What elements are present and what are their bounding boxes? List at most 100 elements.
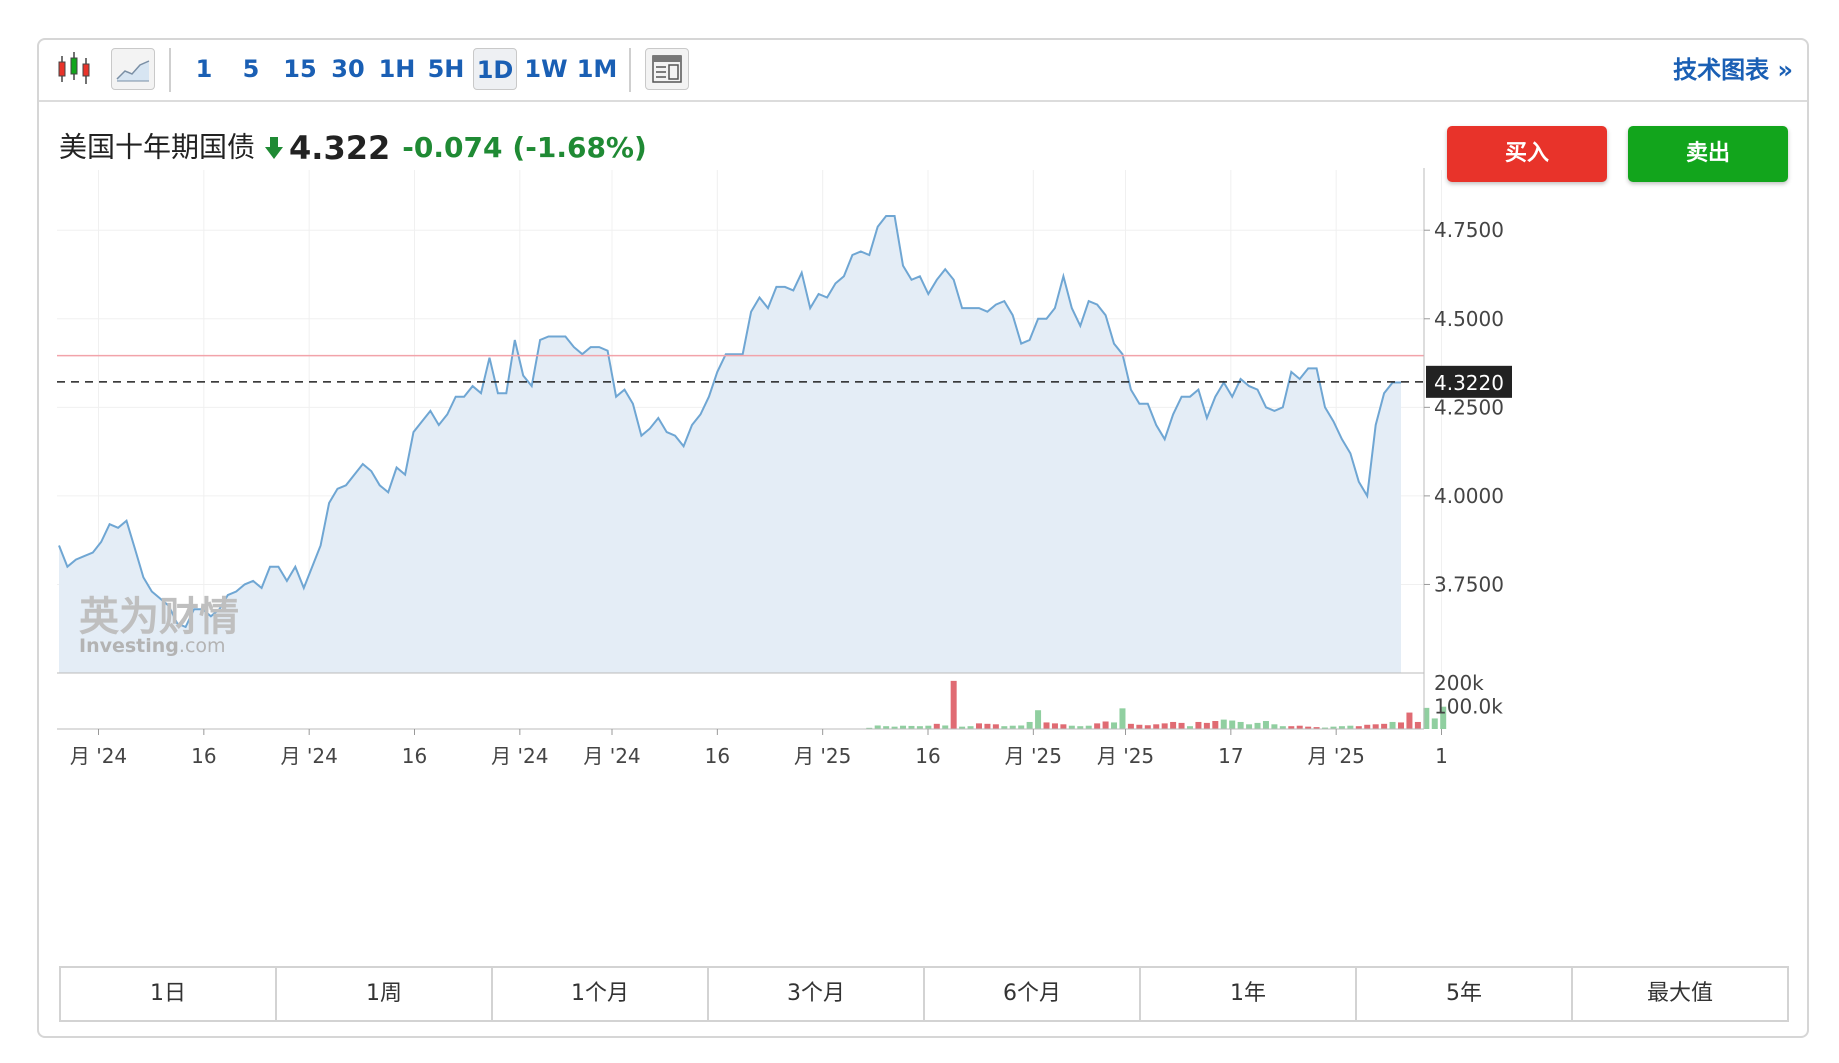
x-axis-labels: 月 '24 16 月 '24 16 月 '24 月 '24 16 月 '25 16 月 '25 月 … bbox=[70, 729, 1448, 768]
volume-bar bbox=[1035, 710, 1042, 729]
volume-bar bbox=[1237, 721, 1244, 729]
sell-button[interactable]: 卖出 bbox=[1628, 126, 1788, 182]
buy-button[interactable]: 买入 bbox=[1447, 126, 1607, 182]
volume-bar bbox=[1102, 721, 1109, 729]
volume-bar bbox=[1254, 722, 1261, 729]
x-tick-label: 16 bbox=[915, 744, 940, 768]
volume-bar bbox=[1178, 722, 1185, 729]
volume-bar bbox=[916, 726, 923, 729]
volume-bar bbox=[1440, 706, 1447, 729]
area-chart-icon[interactable] bbox=[111, 48, 155, 90]
volume-bar bbox=[1288, 726, 1295, 729]
volume-bar bbox=[1001, 726, 1008, 729]
volume-bar bbox=[1043, 722, 1050, 729]
volume-bar bbox=[1347, 725, 1354, 729]
timeframe-1h-button[interactable]: 1H bbox=[378, 55, 416, 83]
volume-bar bbox=[1018, 725, 1025, 729]
time-range-selector: 1日 1周 1个月 3个月 6个月 1年 5年 最大值 bbox=[59, 966, 1789, 1022]
layout-table-icon[interactable] bbox=[645, 48, 689, 90]
volume-bar bbox=[1322, 727, 1329, 729]
price-chart[interactable]: 英为财情 Investing.com 4.7500 4.5000 4.2500 4.0… bbox=[39, 40, 1807, 920]
volume-bar bbox=[1186, 726, 1193, 729]
chart-axes bbox=[57, 168, 1425, 730]
price-line bbox=[58, 215, 1401, 629]
volume-bar bbox=[1296, 725, 1303, 729]
candlestick-chart-icon[interactable] bbox=[53, 48, 97, 90]
volume-bar bbox=[992, 724, 999, 729]
volume-bar bbox=[1026, 721, 1033, 729]
timeframe-15min-button[interactable]: 15 bbox=[283, 55, 317, 83]
volume-tick-label: 100.0k bbox=[1434, 695, 1503, 719]
volume-bar bbox=[900, 725, 907, 729]
y-tick-label: 4.5000 bbox=[1434, 307, 1504, 331]
x-tick-label: 月 '24 bbox=[491, 744, 548, 768]
price-area-fill bbox=[59, 216, 1401, 673]
volume-bar bbox=[1127, 723, 1134, 729]
volume-bar bbox=[967, 726, 974, 729]
timeframe-30min-button[interactable]: 30 bbox=[331, 55, 365, 83]
y-axis-labels: 4.7500 4.5000 4.2500 4.0000 3.7500 bbox=[1424, 218, 1504, 596]
volume-bar bbox=[1414, 721, 1421, 729]
volume-bar bbox=[1398, 722, 1404, 729]
range-6m-button[interactable]: 6个月 bbox=[925, 968, 1141, 1020]
range-1m-button[interactable]: 1个月 bbox=[493, 968, 709, 1020]
volume-bar bbox=[942, 725, 949, 729]
volume-bar bbox=[950, 680, 957, 729]
timeframe-1d-button[interactable]: 1D bbox=[473, 48, 517, 90]
volume-bar bbox=[1372, 724, 1379, 729]
x-tick-label: 月 '25 bbox=[1005, 744, 1062, 768]
volume-bar bbox=[1355, 726, 1362, 729]
range-1d-button[interactable]: 1日 bbox=[61, 968, 277, 1020]
volume-bar bbox=[1136, 724, 1143, 729]
timeframe-1min-button[interactable]: 1 bbox=[195, 55, 213, 83]
price-change-percent: (-1.68%) bbox=[512, 130, 647, 164]
instrument-name: 美国十年期国债 bbox=[59, 130, 256, 164]
x-tick-label: 16 bbox=[705, 744, 730, 768]
volume-bar bbox=[1330, 726, 1337, 729]
volume-bar bbox=[1060, 724, 1067, 729]
volume-bar bbox=[1431, 718, 1438, 729]
watermark-brand: Investing bbox=[79, 635, 179, 657]
chart-toolbar: 1 5 15 30 1H 5H 1D 1W 1M 技术图表 » bbox=[39, 40, 1807, 102]
range-5y-button[interactable]: 5年 bbox=[1357, 968, 1573, 1020]
y-tick-label: 4.2500 bbox=[1434, 395, 1504, 419]
volume-bar bbox=[1313, 727, 1320, 729]
timeframe-1w-button[interactable]: 1W bbox=[524, 55, 568, 83]
volume-bar bbox=[1153, 724, 1160, 729]
volume-bar bbox=[1389, 721, 1396, 729]
volume-bar bbox=[1077, 726, 1084, 729]
x-tick-label: 月 '24 bbox=[583, 744, 640, 768]
volume-bar bbox=[1051, 723, 1058, 729]
range-max-button[interactable]: 最大值 bbox=[1646, 981, 1713, 1006]
volume-bar bbox=[1229, 720, 1236, 729]
x-tick-label: 16 bbox=[402, 744, 427, 768]
x-tick-label: 月 '24 bbox=[70, 744, 127, 768]
volume-bar bbox=[1381, 723, 1388, 729]
last-price: 4.322 bbox=[289, 128, 391, 167]
x-tick-label: 月 '25 bbox=[794, 744, 851, 768]
timeframe-5min-button[interactable]: 5 bbox=[242, 55, 260, 83]
watermark-domain: .com bbox=[179, 635, 226, 657]
range-1y-button[interactable]: 1年 bbox=[1141, 968, 1357, 1020]
technical-chart-link[interactable]: 技术图表 » bbox=[1673, 56, 1793, 84]
volume-bar bbox=[1338, 726, 1345, 729]
volume-bar bbox=[1423, 707, 1430, 729]
arrow-down-icon bbox=[265, 136, 284, 159]
y-tick-label: 4.7500 bbox=[1434, 218, 1504, 242]
range-3m-button[interactable]: 3个月 bbox=[709, 968, 925, 1020]
volume-bar bbox=[908, 725, 915, 729]
volume-tick-label: 200k bbox=[1434, 671, 1484, 695]
volume-bar bbox=[1111, 722, 1118, 729]
toolbar-divider bbox=[169, 48, 171, 92]
volume-bar bbox=[1068, 725, 1075, 729]
timeframe-1m-button[interactable]: 1M bbox=[576, 55, 618, 83]
y-tick-label: 4.0000 bbox=[1434, 484, 1504, 508]
volume-bar bbox=[975, 723, 982, 729]
volume-bar bbox=[1170, 721, 1177, 729]
timeframe-5h-button[interactable]: 5H bbox=[427, 55, 465, 83]
volume-bar bbox=[925, 725, 932, 729]
range-1w-button[interactable]: 1周 bbox=[277, 968, 493, 1020]
volume-bar bbox=[1271, 724, 1278, 729]
y-tick-label: 3.7500 bbox=[1434, 572, 1504, 596]
